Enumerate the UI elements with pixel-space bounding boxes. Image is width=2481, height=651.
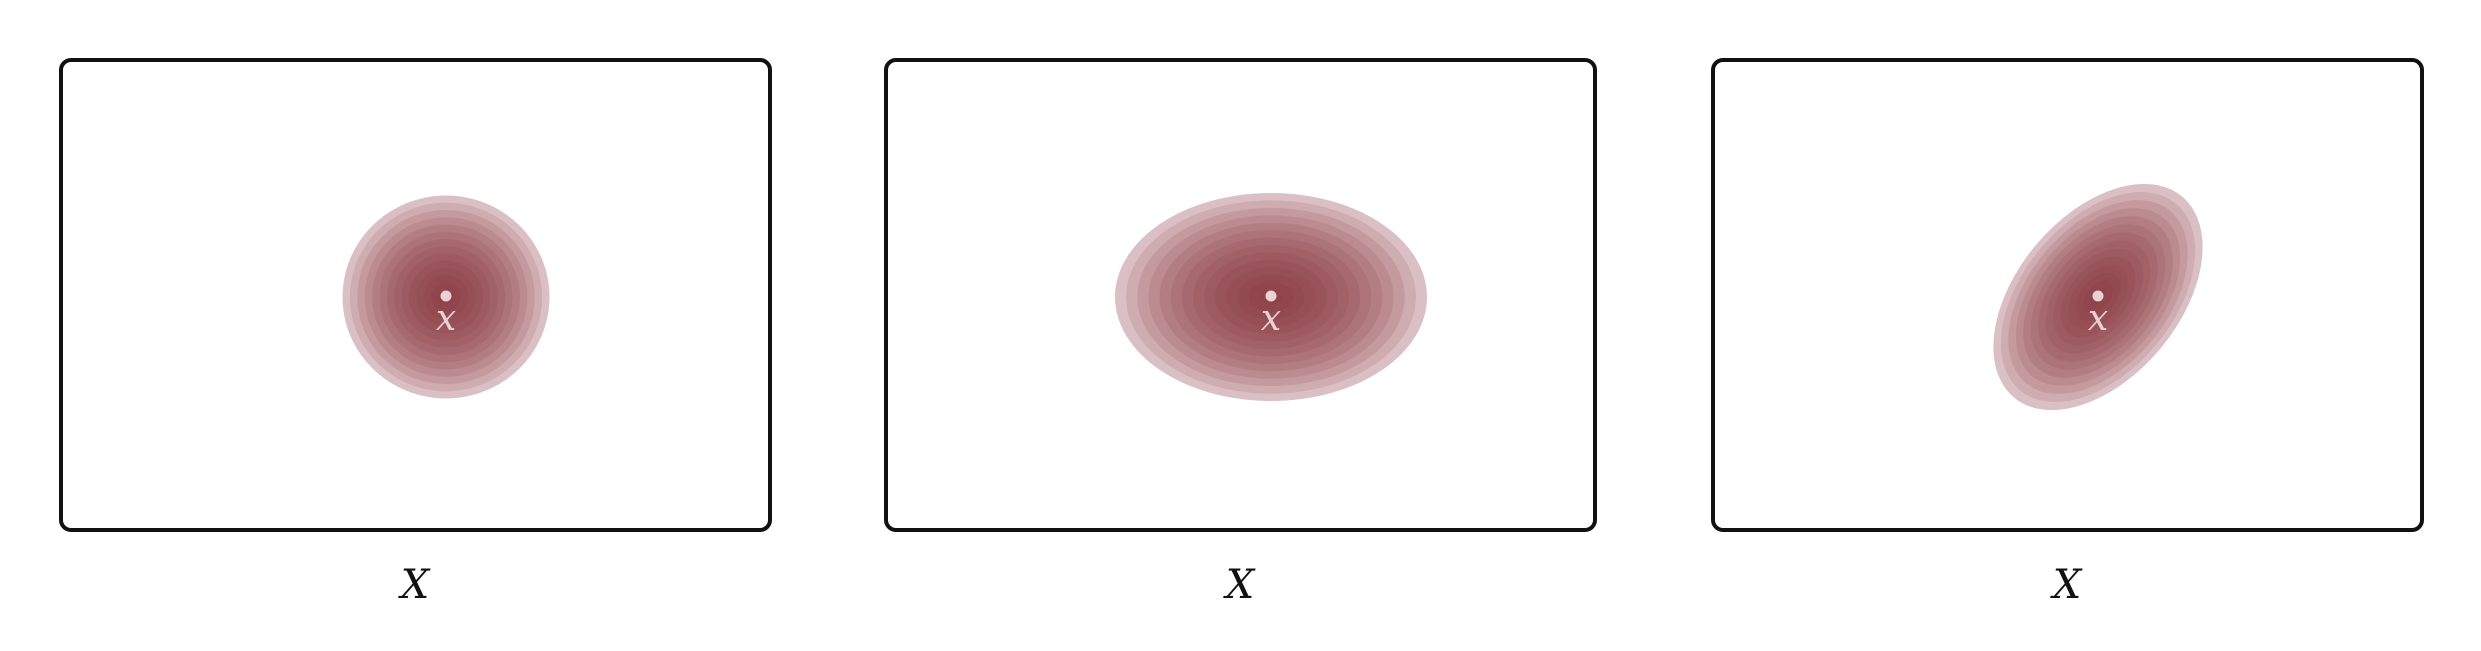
contour-plot: x	[1993, 183, 2203, 411]
center-point-label: x	[436, 298, 456, 339]
panel-correlated: x	[1711, 58, 2424, 532]
center-point	[440, 290, 452, 302]
center-point-label: x	[2088, 298, 2108, 339]
space-label: X	[2052, 562, 2082, 608]
center-point	[1265, 290, 1277, 302]
center-point-label: x	[1261, 298, 1281, 339]
contour-plot: x	[1115, 193, 1427, 401]
contour-plot: x	[342, 195, 550, 399]
panel-anisotropic: x	[884, 58, 1597, 532]
center-point	[2092, 290, 2104, 302]
space-label: X	[400, 562, 430, 608]
space-label: X	[1225, 562, 1255, 608]
panel-isotropic: x	[59, 58, 772, 532]
